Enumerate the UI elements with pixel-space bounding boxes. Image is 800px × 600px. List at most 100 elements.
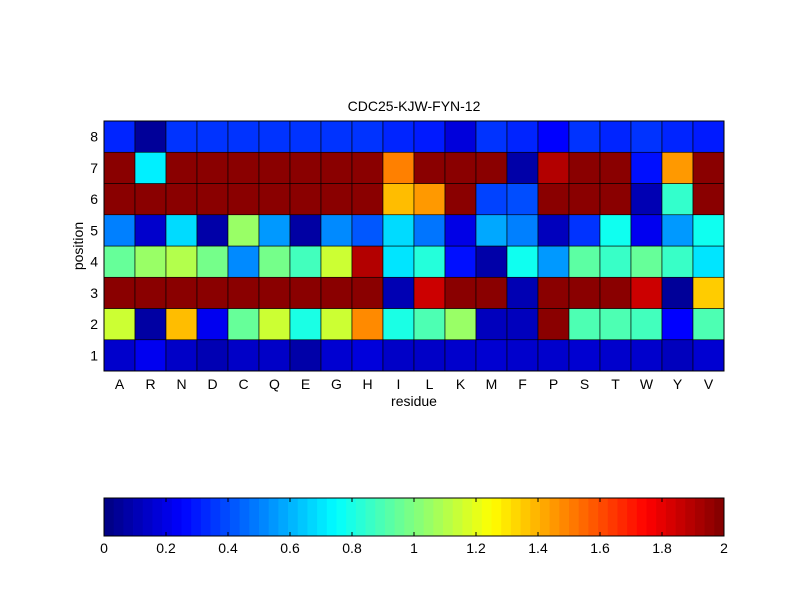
heatmap-cell-1-D [196,339,229,372]
heatmap-cell-1-W [630,339,663,372]
heatmap-cell-6-V [692,183,725,216]
colorbar-strip [278,498,289,536]
heatmap-cell-8-L [413,120,446,153]
heatmap-cell-5-P [537,214,570,247]
heatmap-cell-4-G [320,245,353,278]
heatmap-cell-2-Y [661,308,694,341]
heatmap-cell-3-D [196,276,229,309]
y-tick-label-5: 5 [90,222,98,238]
colorbar-strip [142,498,153,536]
x-tick-label-D: D [207,376,217,392]
x-tick-label-R: R [145,376,155,392]
heatmap-cell-8-N [165,120,198,153]
colorbar-tick-labels: 0 0.2 0.4 0.6 0.8 1 1.2 1.4 1.6 1.8 2 [100,498,728,556]
heatmap-cell-2-D [196,308,229,341]
x-tick-label-N: N [176,376,186,392]
heatmap-cell-6-D [196,183,229,216]
colorbar-strip [171,498,182,536]
colorbar-strip [307,498,318,536]
heatmap-cell-2-G [320,308,353,341]
x-tick-label-T: T [611,376,620,392]
heatmap-cell-6-W [630,183,663,216]
colorbar-strip [423,498,434,536]
heatmap-cell-6-Y [661,183,694,216]
colorbar-strip [617,498,628,536]
heatmap-cell-1-T [599,339,632,372]
x-axis-label: residue [391,393,437,409]
heatmap-cell-1-K [444,339,477,372]
colorbar-strip [665,498,676,536]
heatmap-cell-7-T [599,151,632,184]
colorbar-strip [481,498,492,536]
colorbar-strip [152,498,163,536]
x-tick-label-G: G [331,376,342,392]
colorbar-tick-label-2: 2 [720,540,728,556]
colorbar-tick-label-0.6: 0.6 [280,540,300,556]
heatmap-cell-3-H [351,276,384,309]
heatmap-cell-8-K [444,120,477,153]
colorbar-strip [404,498,415,536]
heatmap-cell-5-V [692,214,725,247]
heatmap-cell-1-S [568,339,601,372]
colorbar-tick-label-1.4: 1.4 [528,540,548,556]
colorbar-strip [249,498,260,536]
colorbar-strip [685,498,696,536]
colorbar-strip [472,498,483,536]
colorbar-strip [326,498,337,536]
heatmap-cell-8-I [382,120,415,153]
heatmap-cell-3-C [227,276,260,309]
heatmap-cell-3-N [165,276,198,309]
x-tick-label-C: C [238,376,248,392]
colorbar-strip [462,498,473,536]
y-tick-label-2: 2 [90,316,98,332]
heatmap-cell-5-F [506,214,539,247]
heatmap-cell-6-E [289,183,322,216]
heatmap-cell-5-M [475,214,508,247]
heatmap-cell-7-Q [258,151,291,184]
heatmap-cell-2-P [537,308,570,341]
heatmap-cell-1-V [692,339,725,372]
heatmap-cell-7-G [320,151,353,184]
heatmap-cell-8-C [227,120,260,153]
colorbar-tick-label-1.6: 1.6 [590,540,610,556]
heatmap-cell-2-W [630,308,663,341]
heatmap-cell-6-G [320,183,353,216]
heatmap-cell-5-T [599,214,632,247]
colorbar-strip [181,498,192,536]
heatmap-cell-7-H [351,151,384,184]
heatmap-cell-6-Q [258,183,291,216]
y-tick-labels: 1 2 3 4 5 6 7 8 [90,129,98,364]
colorbar-strip [288,498,299,536]
colorbar-tick-label-0.8: 0.8 [342,540,362,556]
heatmap-cell-1-L [413,339,446,372]
chart-title: CDC25-KJW-FYN-12 [348,98,481,114]
colorbar-strip [336,498,347,536]
heatmap-cell-4-E [289,245,322,278]
heatmap-cell-2-Q [258,308,291,341]
colorbar-strip [297,498,308,536]
heatmap-cell-4-Q [258,245,291,278]
heatmap-cell-3-Q [258,276,291,309]
colorbar-strip [443,498,454,536]
colorbar-strip [317,498,328,536]
heatmap-cell-5-N [165,214,198,247]
heatmap-cell-5-S [568,214,601,247]
heatmap-cell-5-A [103,214,136,247]
x-tick-label-A: A [115,376,125,392]
heatmap-cell-3-R [134,276,167,309]
colorbar-strip [636,498,647,536]
colorbar-tick-label-1: 1 [410,540,418,556]
heatmap-cell-3-L [413,276,446,309]
heatmap-cell-1-G [320,339,353,372]
heatmap-cell-4-W [630,245,663,278]
heatmap-cell-6-F [506,183,539,216]
heatmap-cell-4-P [537,245,570,278]
heatmap-axes-box [103,120,725,372]
heatmap-cell-1-Q [258,339,291,372]
x-tick-label-Y: Y [673,376,683,392]
heatmap-cell-2-S [568,308,601,341]
heatmap-cell-5-K [444,214,477,247]
heatmap-cell-3-I [382,276,415,309]
colorbar-strip [694,498,706,536]
